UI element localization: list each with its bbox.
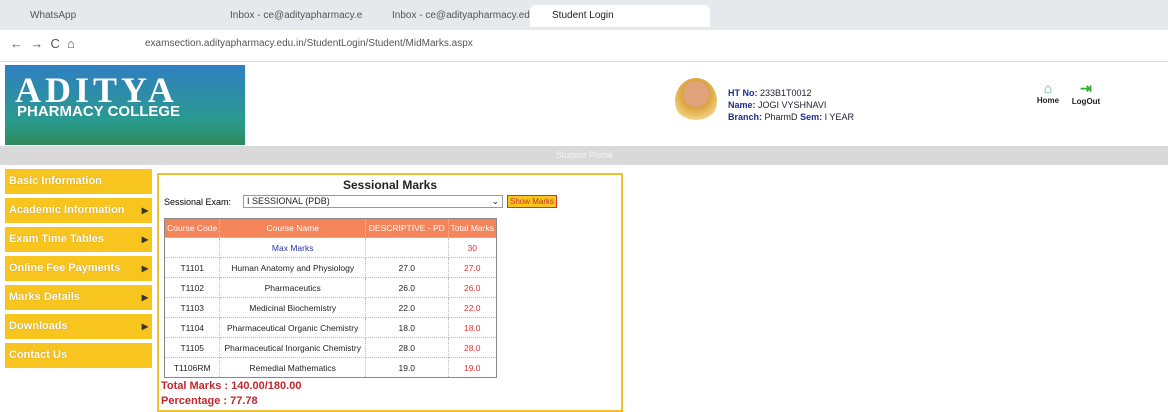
menu-label: Basic Information — [9, 175, 102, 187]
page: WhatsApp Inbox - ce@adityapharmacy.e Inb… — [0, 0, 1168, 412]
label: Home — [1037, 96, 1059, 105]
name: Name: JOGI VYSHNAVI — [728, 100, 826, 110]
cell: 18.0 — [366, 318, 448, 338]
submenu-arrow: ▶ — [142, 314, 148, 339]
marks-panel: Sessional Marks Sessional Exam: I SESSIO… — [157, 173, 623, 412]
logo-subtitle: PHARMACY COLLEGE — [17, 103, 180, 120]
tab-bar: WhatsApp Inbox - ce@adityapharmacy.e Inb… — [0, 0, 1168, 30]
cell: 19.0 — [366, 358, 448, 378]
student-photo — [675, 78, 717, 124]
percentage: Percentage : 77.78 — [161, 395, 258, 407]
menu-label: Online Fee Payments — [9, 262, 120, 274]
submenu-arrow: ▶ — [142, 227, 148, 252]
cell: Pharmaceutical Inorganic Chemistry — [220, 338, 366, 358]
cell: 27.0 — [448, 258, 497, 278]
cell: 26.0 — [366, 278, 448, 298]
menu-label: Marks Details — [9, 291, 80, 303]
tab[interactable]: Inbox - ce@adityapharmacy.ed — [370, 5, 550, 27]
cell: T1106RM — [165, 358, 220, 378]
cell — [165, 238, 220, 258]
nav-icons[interactable]: ← → C ⌂ — [10, 36, 75, 51]
menu-label: Exam Time Tables — [9, 233, 104, 245]
value: 233B1T0012 — [760, 88, 812, 98]
max-total: 30 — [448, 238, 497, 258]
cell: Medicinal Biochemistry — [220, 298, 366, 318]
cell — [366, 238, 448, 258]
menu-item[interactable]: Academic Information ▶ — [5, 198, 152, 223]
cell: 22.0 — [366, 298, 448, 318]
label: HT No: — [728, 88, 758, 98]
column-header: Course Name — [220, 219, 366, 238]
home-link[interactable]: ⌂Home — [1030, 80, 1066, 105]
cell: Human Anatomy and Physiology — [220, 258, 366, 278]
submenu-arrow: ▶ — [142, 285, 148, 310]
cell: Pharmaceutics — [220, 278, 366, 298]
menu-label: Downloads — [9, 320, 68, 332]
label: Branch: — [728, 112, 762, 122]
menu-item[interactable]: Exam Time Tables ▶ — [5, 227, 152, 252]
max-label: Max Marks — [220, 238, 366, 258]
max-row: Max Marks 30 — [165, 238, 497, 258]
menu-label: Academic Information — [9, 204, 125, 216]
column-header: Course Code — [165, 219, 220, 238]
menu-item[interactable]: Downloads ▶ — [5, 314, 152, 339]
label: Name: — [728, 100, 756, 110]
show-button[interactable]: Show Marks — [507, 195, 557, 208]
label: Sem: — [800, 112, 822, 122]
cell: T1105 — [165, 338, 220, 358]
cell: 19.0 — [448, 358, 497, 378]
cell: 28.0 — [448, 338, 497, 358]
value: I YEAR — [825, 112, 854, 122]
menu-item[interactable]: Marks Details ▶ — [5, 285, 152, 310]
menu-item[interactable]: Basic Information — [5, 169, 152, 194]
cell: Remedial Mathematics — [220, 358, 366, 378]
cell: 28.0 — [366, 338, 448, 358]
cell: Pharmaceutical Organic Chemistry — [220, 318, 366, 338]
tab[interactable]: Student Login — [530, 5, 710, 27]
branch: Branch: PharmD Sem: I YEAR — [728, 112, 854, 122]
tab[interactable]: WhatsApp — [8, 5, 188, 27]
ht-no: HT No: 233B1T0012 — [728, 88, 812, 98]
value: JOGI VYSHNAVI — [758, 100, 826, 110]
cell: T1101 — [165, 258, 220, 278]
tab[interactable]: Inbox - ce@adityapharmacy.e — [208, 5, 388, 27]
submenu-arrow: ▶ — [142, 198, 148, 223]
menu-item[interactable]: Contact Us — [5, 343, 152, 368]
banner: Student Portal — [0, 146, 1168, 165]
cell: 22.0 — [448, 298, 497, 318]
cell: T1104 — [165, 318, 220, 338]
address-bar: ← → C ⌂ examsection.adityapharmacy.edu.i… — [0, 30, 1168, 62]
url[interactable]: examsection.adityapharmacy.edu.in/Studen… — [145, 38, 473, 49]
value: PharmD — [765, 112, 798, 122]
cell: 26.0 — [448, 278, 497, 298]
menu-item[interactable]: Online Fee Payments ▶ — [5, 256, 152, 281]
cell: 18.0 — [448, 318, 497, 338]
total-marks: Total Marks : 140.00/180.00 — [161, 380, 301, 392]
cell: T1102 — [165, 278, 220, 298]
label: LogOut — [1072, 97, 1100, 106]
column-header: Total Marks — [448, 219, 497, 238]
panel-title: Sessional Marks — [159, 178, 621, 192]
submenu-arrow: ▶ — [142, 256, 148, 281]
exam-select[interactable]: I SESSIONAL (PDB)⌄ — [243, 195, 503, 208]
column-header: DESCRIPTIVE - PD — [366, 219, 448, 238]
selected: I SESSIONAL (PDB) — [247, 196, 330, 206]
menu-label: Contact Us — [9, 349, 67, 361]
exam-label: Sessional Exam: — [164, 197, 231, 207]
logout-link[interactable]: ⇥LogOut — [1068, 80, 1104, 106]
cell: 27.0 — [366, 258, 448, 278]
cell: T1103 — [165, 298, 220, 318]
logo: ADITYA PHARMACY COLLEGE — [5, 65, 245, 145]
